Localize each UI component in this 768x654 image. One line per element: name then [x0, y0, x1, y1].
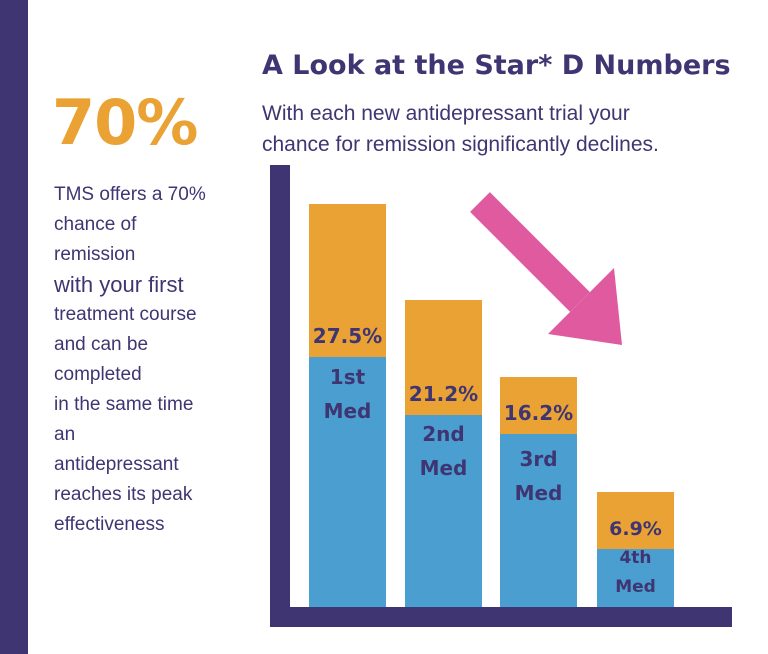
side-text-line: remission — [54, 244, 136, 265]
bar-category-label: Med — [515, 481, 563, 505]
side-text-line: chance of — [54, 214, 137, 235]
y-axis — [270, 165, 290, 627]
bar-base-segment — [597, 549, 674, 607]
bar-value-label: 21.2% — [409, 382, 478, 406]
side-text-line: completed — [54, 364, 142, 385]
bar-base-segment — [405, 415, 482, 607]
headline-stat: 70% — [52, 86, 198, 159]
bar-value-label: 16.2% — [504, 401, 573, 425]
side-text-line: reaches its peak — [54, 484, 193, 505]
bar-category-label: 4th — [619, 548, 651, 568]
decline-arrow — [470, 192, 622, 345]
bar-category-label: Med — [324, 399, 372, 423]
x-axis — [270, 607, 732, 627]
chart-title: A Look at the Star* D Numbers — [262, 50, 731, 81]
bar-remission-segment — [309, 204, 386, 357]
side-text-line: and can be — [54, 334, 149, 355]
bar-category-label: 3rd — [519, 447, 557, 471]
bar-category-label: 2nd — [422, 422, 464, 446]
bar-base-segment — [500, 434, 577, 607]
bar-value-label: 27.5% — [313, 324, 382, 348]
side-text-line: with your first — [54, 272, 184, 297]
chart-subtitle: With each new antidepressant trial your … — [262, 98, 752, 160]
side-text-line: treatment course — [54, 304, 197, 325]
bar-remission-segment — [500, 377, 577, 434]
decline-arrow-head — [548, 268, 622, 345]
side-text-line: antidepressant — [54, 454, 179, 475]
side-text-line: TMS offers a 70% — [54, 184, 206, 205]
bar-value-label: 6.9% — [609, 518, 662, 540]
bar-category-label: Med — [420, 456, 468, 480]
side-text-line: in the same time — [54, 394, 194, 415]
subtitle-line: chance for remission significantly decli… — [262, 133, 659, 156]
left-accent-bar — [0, 0, 28, 654]
bars-group: 27.5% 1st Med 21.2% 2nd Med 16.2% 3rd Med 6.9% 4th… — [309, 204, 674, 607]
bar-category-label: 1st — [330, 365, 366, 389]
bar-remission-segment — [597, 492, 674, 549]
side-text-line: an — [54, 424, 76, 445]
bar-category-label: Med — [615, 577, 656, 597]
side-text-line: effectiveness — [54, 514, 165, 535]
side-description: TMS offers a 70% chance of remission wit… — [54, 180, 254, 540]
bar-base-segment — [309, 357, 386, 607]
bar-remission-segment — [405, 300, 482, 415]
subtitle-line: With each new antidepressant trial your — [262, 102, 630, 125]
decline-arrow-shaft — [470, 192, 590, 312]
